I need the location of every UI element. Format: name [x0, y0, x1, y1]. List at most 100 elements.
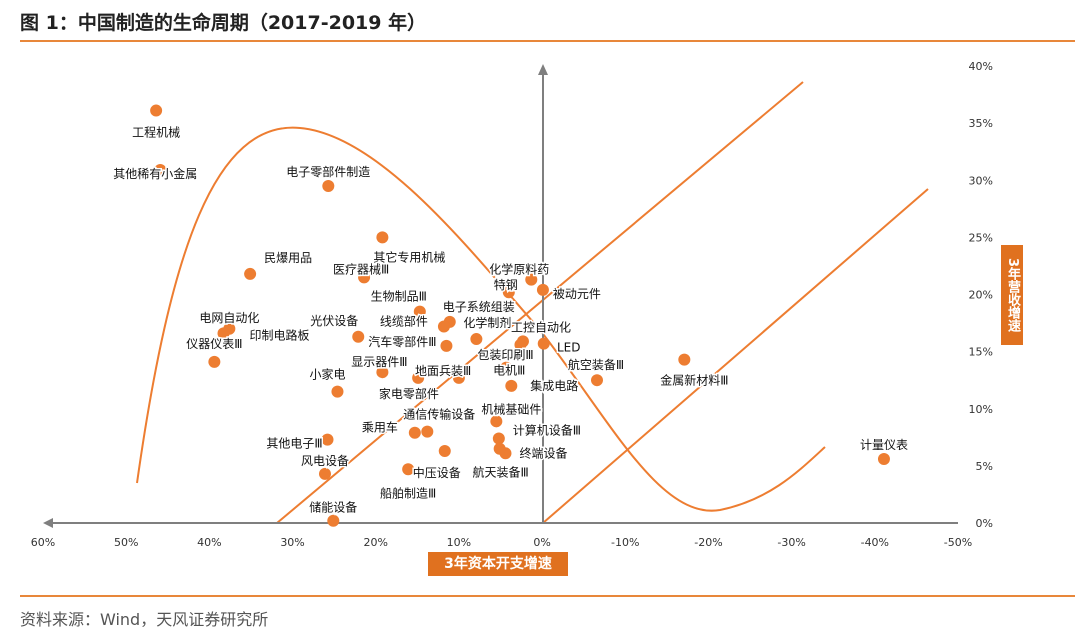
- data-point-label: 风电设备: [301, 454, 349, 468]
- data-point-label: 家电零部件: [379, 386, 439, 401]
- data-point-label: 乘用车: [362, 420, 398, 435]
- data-point-label: 其他稀有小金属: [113, 166, 197, 181]
- x-tick-label: -20%: [694, 536, 722, 549]
- diagonal-line-2: [542, 188, 929, 524]
- y-axis-arrow-icon: [538, 64, 548, 75]
- data-point-label: 电子零部件制造: [286, 164, 370, 179]
- data-point-label: 生物制品Ⅲ: [371, 290, 427, 304]
- data-point-label: 汽车零部件Ⅲ: [368, 334, 436, 349]
- y-tick-label: 40%: [969, 60, 993, 73]
- y-tick-label: 10%: [969, 403, 993, 416]
- data-point: [402, 463, 415, 476]
- data-point-label: 光伏设备: [310, 314, 358, 328]
- x-tick-label: 20%: [364, 536, 388, 549]
- data-point: [437, 320, 450, 333]
- data-point-label: 集成电路: [530, 378, 578, 393]
- data-point-label: 机械基础件: [481, 401, 541, 416]
- data-point-label: 被动元件: [553, 287, 601, 301]
- data-point: [322, 179, 335, 192]
- data-point-label: 通信传输设备: [403, 407, 475, 422]
- data-point-label: 计量仪表: [860, 438, 908, 452]
- data-point: [537, 337, 550, 350]
- x-tick-label: 60%: [31, 536, 55, 549]
- data-point: [440, 339, 453, 352]
- data-point-label: 其它专用机械: [373, 249, 445, 264]
- data-point: [150, 104, 163, 117]
- y-tick-label: 35%: [969, 117, 993, 130]
- x-tick-label: -10%: [611, 536, 639, 549]
- data-point-label: 印制电路板: [249, 327, 309, 342]
- data-point: [505, 379, 518, 392]
- y-tick-label: 25%: [969, 231, 993, 244]
- data-point: [408, 426, 421, 439]
- y-tick-label: 5%: [976, 460, 993, 473]
- data-point-label: 终端设备: [519, 445, 567, 460]
- x-tick-label: -50%: [944, 536, 972, 549]
- data-point-label: 民爆用品: [264, 251, 312, 265]
- data-point-label: 化学原料药: [489, 262, 549, 277]
- data-point: [358, 271, 371, 284]
- data-point: [470, 333, 483, 346]
- data-point: [421, 425, 434, 438]
- data-point-label: 工程机械: [132, 125, 180, 140]
- data-point-label: 化学制剂: [463, 315, 511, 330]
- data-point-label: 包装印刷Ⅲ: [477, 348, 533, 362]
- data-point-label: 线缆部件: [380, 313, 428, 328]
- data-point: [500, 361, 513, 374]
- lifecycle-curve: [136, 126, 826, 512]
- data-point: [376, 366, 389, 379]
- data-point-label: 中压设备: [413, 465, 461, 480]
- data-point-label: 电网自动化: [199, 311, 259, 325]
- data-point: [412, 371, 425, 384]
- data-point: [244, 267, 257, 280]
- footer-divider: [20, 595, 1075, 597]
- data-point-label: 特钢: [494, 277, 518, 292]
- diagonal-line-1: [276, 81, 804, 524]
- data-point-label: 储能设备: [309, 500, 357, 515]
- data-point-label: 电子系统组装: [443, 300, 515, 314]
- data-point-label: 航天装备Ⅲ: [473, 465, 529, 480]
- data-point: [376, 231, 389, 244]
- title-divider: [20, 40, 1075, 42]
- data-point: [678, 353, 691, 366]
- data-point: [492, 432, 505, 445]
- data-point-label: 显示器件Ⅲ: [351, 355, 407, 369]
- data-point-label: 电机Ⅲ: [493, 364, 525, 378]
- data-point-label: 其他电子Ⅲ: [266, 437, 322, 451]
- data-point: [536, 283, 549, 296]
- x-axis-title: 3年资本开支增速: [428, 552, 568, 576]
- data-point: [208, 355, 221, 368]
- data-point: [154, 163, 167, 176]
- data-point: [318, 467, 331, 480]
- data-point: [493, 442, 506, 455]
- x-tick-label: 10%: [447, 536, 471, 549]
- data-point-label: 仪器仪表Ⅲ: [186, 337, 242, 351]
- data-point: [352, 330, 365, 343]
- data-point-label: LED: [557, 341, 581, 355]
- x-tick-label: 0%: [533, 536, 550, 549]
- data-point-label: 计算机设备Ⅲ: [513, 422, 581, 437]
- source-note: 资料来源：Wind，天风证券研究所: [20, 610, 269, 629]
- y-axis-title: 3年营收增速: [1001, 245, 1023, 345]
- data-point: [321, 433, 334, 446]
- data-point-label: 医疗器械Ⅲ: [333, 261, 389, 276]
- y-tick-label: 30%: [969, 174, 993, 187]
- data-point: [502, 286, 515, 299]
- x-tick-label: -30%: [777, 536, 805, 549]
- data-point: [438, 445, 451, 458]
- x-tick-label: 50%: [114, 536, 138, 549]
- figure-title: 图 1：中国制造的生命周期（2017-2019 年）: [20, 12, 427, 34]
- data-point: [590, 374, 603, 387]
- data-point: [413, 305, 426, 318]
- data-point: [217, 327, 230, 340]
- data-point: [514, 338, 527, 351]
- data-point: [877, 453, 890, 466]
- data-point-label: 小家电: [309, 367, 345, 382]
- y-tick-label: 15%: [969, 346, 993, 359]
- data-point-label: 航空装备Ⅲ: [568, 357, 624, 372]
- y-tick-label: 0%: [976, 517, 993, 530]
- x-tick-label: -40%: [861, 536, 889, 549]
- data-point: [452, 371, 465, 384]
- data-point: [525, 273, 538, 286]
